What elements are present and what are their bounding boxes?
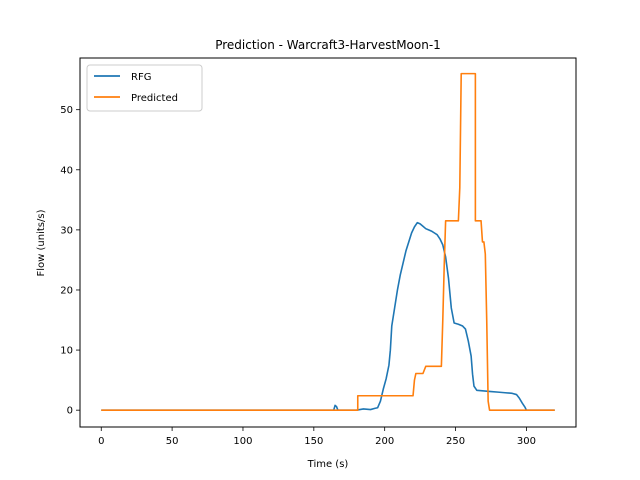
x-tick-label: 0 bbox=[98, 436, 104, 447]
y-tick-label: 0 bbox=[67, 406, 73, 417]
series-line-predicted bbox=[101, 72, 555, 411]
y-tick-label: 20 bbox=[60, 285, 73, 296]
series-layer bbox=[101, 72, 555, 411]
y-tick-label: 30 bbox=[60, 225, 73, 236]
x-tick-label: 200 bbox=[375, 436, 394, 447]
y-axis-label: Flow (units/s) bbox=[36, 209, 47, 276]
legend-label-predicted: Predicted bbox=[131, 93, 178, 104]
plot-area bbox=[79, 57, 577, 428]
y-tick-label: 50 bbox=[60, 105, 73, 116]
x-tick-label: 100 bbox=[233, 436, 252, 447]
chart-title: Prediction - Warcraft3-HarvestMoon-1 bbox=[215, 38, 441, 52]
x-tick-label: 50 bbox=[166, 436, 179, 447]
x-tick-label: 250 bbox=[446, 436, 465, 447]
y-tick-label: 40 bbox=[60, 165, 73, 176]
plot-frame bbox=[79, 57, 577, 428]
plot-background bbox=[80, 58, 576, 427]
x-axis: 0 50 100 150 200 250 300 bbox=[98, 427, 536, 447]
x-tick-label: 300 bbox=[517, 436, 536, 447]
x-tick-label: 150 bbox=[304, 436, 323, 447]
x-axis-label: Time (s) bbox=[307, 459, 349, 470]
y-tick-label: 10 bbox=[60, 346, 73, 357]
legend-label-rfg: RFG bbox=[131, 72, 151, 83]
y-axis: 0 10 20 30 40 50 bbox=[60, 105, 80, 417]
legend: RFG Predicted bbox=[86, 64, 203, 112]
